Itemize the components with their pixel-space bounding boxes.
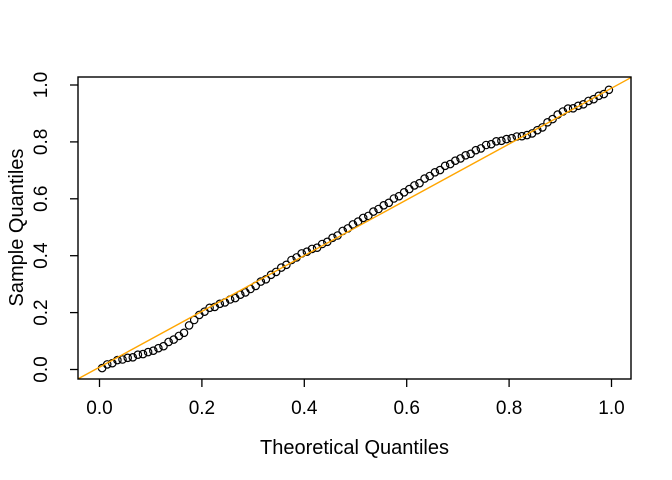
data-point [440, 161, 450, 171]
data-point [435, 165, 445, 175]
x-axis-ticks: 0.0 0.2 0.4 0.6 0.8 1.0 [86, 379, 625, 419]
data-point [184, 321, 194, 330]
data-point [271, 267, 281, 277]
data-point [138, 349, 148, 359]
data-point [369, 207, 378, 216]
data-point [604, 85, 614, 95]
data-point [389, 194, 399, 203]
data-point [450, 156, 460, 166]
data-point [517, 131, 527, 141]
data-point [118, 355, 127, 364]
data-point [384, 198, 394, 208]
y-tick-label: 0.0 [31, 356, 52, 382]
data-point [164, 337, 173, 347]
data-point [461, 151, 470, 160]
data-point [548, 114, 557, 124]
data-point [159, 341, 168, 351]
data-point [430, 168, 440, 177]
data-point [522, 130, 532, 140]
data-point [594, 91, 604, 101]
plot-border [77, 76, 632, 380]
data-point [348, 220, 358, 229]
data-point [491, 137, 501, 146]
data-point [584, 96, 593, 106]
data-point [133, 350, 143, 360]
data-point [143, 347, 153, 357]
x-tick-label: 0.4 [291, 398, 318, 419]
data-point [179, 328, 189, 338]
data-point [358, 213, 368, 223]
x-tick-label: 0.6 [393, 398, 419, 419]
x-tick-label: 1.0 [598, 398, 624, 419]
data-point [466, 149, 476, 159]
x-axis-title: Theoretical Quantiles [260, 437, 449, 459]
data-point [205, 303, 214, 313]
data-point [154, 343, 163, 353]
x-tick-label: 0.2 [189, 398, 215, 419]
data-point [276, 263, 286, 272]
y-axis-title: Sample Quantiles [6, 149, 28, 307]
data-point [568, 104, 578, 113]
data-point [123, 353, 133, 363]
y-tick-label: 1.0 [31, 72, 52, 98]
y-tick-label: 0.6 [31, 186, 52, 212]
x-tick-label: 0.0 [86, 398, 112, 419]
data-point [128, 352, 138, 362]
data-point [497, 136, 506, 146]
y-axis-ticks: 0.0 0.2 0.4 0.6 0.8 1.0 [31, 72, 78, 383]
y-tick-label: 0.2 [31, 299, 52, 325]
data-point [379, 201, 389, 210]
data-point [573, 101, 583, 111]
y-tick-label: 0.8 [31, 129, 52, 155]
x-tick-label: 0.8 [496, 398, 522, 419]
data-point [149, 346, 158, 356]
data-point [363, 211, 373, 221]
data-point [502, 134, 511, 144]
y-tick-label: 0.4 [31, 242, 52, 269]
data-point [415, 178, 424, 188]
data-point [481, 140, 491, 150]
data-point [410, 181, 419, 190]
qq-reference-line [77, 76, 632, 380]
plot-area: 0.0 0.2 0.4 0.6 0.8 1.0 0.0 0.2 0.4 0.6 0.8 1.0 [31, 72, 632, 419]
data-point [420, 174, 429, 183]
data-point [282, 260, 291, 270]
data-point [471, 145, 481, 155]
